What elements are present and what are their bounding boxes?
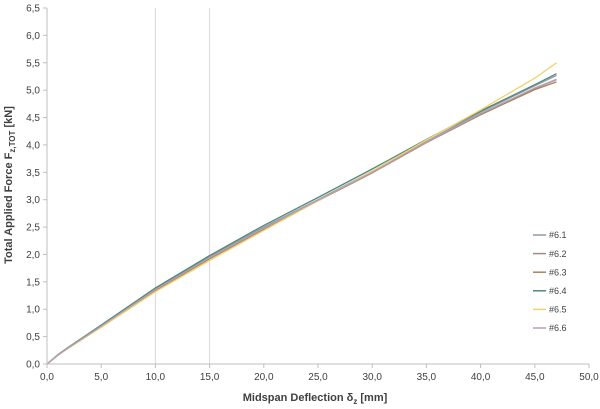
y-tick-labels: 0,0 0,5 1,0 1,5 2,0 2,5 3,0 3,5 4,0 4,5 5,0 5,5 6,0 6…: [26, 4, 47, 371]
y-axis-title-main: Total Applied Force F: [3, 152, 15, 264]
x-axis-title-main: Midspan Deflection δ: [243, 392, 354, 404]
x-tick-label: 20,0: [254, 372, 274, 383]
gridlines: [154, 8, 211, 364]
y-tick-label: 5,0: [26, 86, 40, 97]
x-tick-label: 30,0: [362, 372, 382, 383]
x-tick-label: 35,0: [417, 372, 437, 383]
x-tick-label: 45,0: [525, 372, 545, 383]
x-tick-label: 50,0: [579, 372, 599, 383]
y-tick-label: 1,0: [26, 305, 40, 316]
series-lines: [46, 62, 557, 365]
series-line-6: [46, 78, 557, 365]
x-tick-label: 25,0: [308, 372, 328, 383]
x-axis-title-unit: [mm]: [357, 392, 387, 404]
legend-label: #6.1: [549, 230, 567, 240]
y-tick-label: 0,5: [26, 332, 40, 343]
y-axis-title: Total Applied Force Fz,TOT [kN]: [3, 106, 17, 264]
y-tick-label: 3,5: [26, 168, 40, 179]
y-axis-title-unit: [kN]: [3, 106, 15, 131]
x-tick-label: 10,0: [146, 372, 166, 383]
x-tick-label: 15,0: [200, 372, 220, 383]
legend-label: #6.5: [549, 305, 567, 315]
y-tick-label: 3,0: [26, 195, 40, 206]
y-axis-title-subscript: z,TOT: [8, 130, 17, 152]
x-tick-label: 40,0: [471, 372, 491, 383]
y-tick-label: 5,5: [26, 58, 40, 69]
x-axis-title: Midspan Deflection δz [mm]: [243, 392, 388, 406]
y-tick-label: 2,5: [26, 223, 40, 234]
y-tick-label: 2,0: [26, 250, 40, 261]
x-tick-label: 5,0: [94, 372, 108, 383]
x-tick-labels: 0,0 5,0 10,0 15,0 20,0 25,0 30,0 35,0 40,0 45,0 50…: [40, 364, 599, 383]
y-tick-label: 6,0: [26, 31, 40, 42]
y-tick-label: 4,0: [26, 140, 40, 151]
legend-label: #6.6: [549, 323, 567, 333]
x-tick-label: 0,0: [40, 372, 54, 383]
y-tick-label: 1,5: [26, 277, 40, 288]
y-tick-label: 6,5: [26, 4, 40, 15]
legend-label: #6.4: [549, 286, 567, 296]
legend-label: #6.3: [549, 267, 567, 277]
legend-label: #6.2: [549, 249, 567, 259]
y-tick-label: 4,5: [26, 113, 40, 124]
y-tick-label: 0,0: [26, 360, 40, 371]
x-axis-title-subscript: z: [353, 397, 357, 406]
legend: #6.1 #6.2 #6.3 #6.4 #6.5 #6.6: [533, 230, 567, 333]
